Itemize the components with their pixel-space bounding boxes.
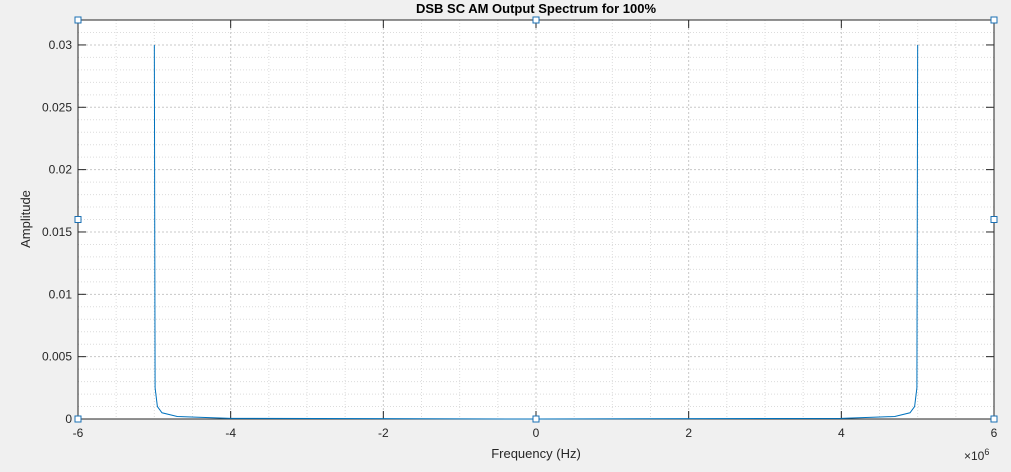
x-tick-label: 2 — [685, 426, 692, 440]
x-tick-label: 6 — [991, 426, 998, 440]
resize-handle[interactable] — [532, 415, 540, 423]
x-exponent-multiplier: ×106 — [964, 447, 989, 463]
selection-handles[interactable] — [74, 16, 998, 423]
y-tick-label: 0.015 — [42, 225, 72, 239]
resize-handle[interactable] — [532, 16, 540, 24]
x-tick-label: 0 — [533, 426, 540, 440]
resize-handle[interactable] — [990, 16, 998, 24]
chart-title: DSB SC AM Output Spectrum for 100% — [416, 1, 656, 16]
y-tick-label: 0.01 — [49, 287, 73, 301]
x-axis-label: Frequency (Hz) — [491, 446, 581, 461]
x-tick-label: -6 — [73, 426, 84, 440]
y-tick-label: 0.025 — [42, 100, 72, 114]
x-tick-label: -4 — [225, 426, 236, 440]
resize-handle[interactable] — [990, 415, 998, 423]
resize-handle[interactable] — [74, 415, 82, 423]
x-tick-label: 4 — [838, 426, 845, 440]
y-tick-label: 0.005 — [42, 350, 72, 364]
resize-handle[interactable] — [74, 216, 82, 223]
y-tick-labels: 0 0.005 0.01 0.015 0.02 0.025 0.03 — [42, 38, 72, 426]
resize-handle[interactable] — [990, 216, 998, 223]
resize-handle[interactable] — [74, 16, 82, 24]
plot-area[interactable] — [78, 20, 994, 419]
y-tick-label: 0.03 — [49, 38, 73, 52]
x-tick-labels: -6 -4 -2 0 2 4 6 — [73, 426, 998, 440]
y-tick-label: 0.02 — [49, 163, 73, 177]
x-tick-label: -2 — [378, 426, 389, 440]
y-axis-label: Amplitude — [18, 190, 33, 248]
y-tick-label: 0 — [65, 412, 72, 426]
